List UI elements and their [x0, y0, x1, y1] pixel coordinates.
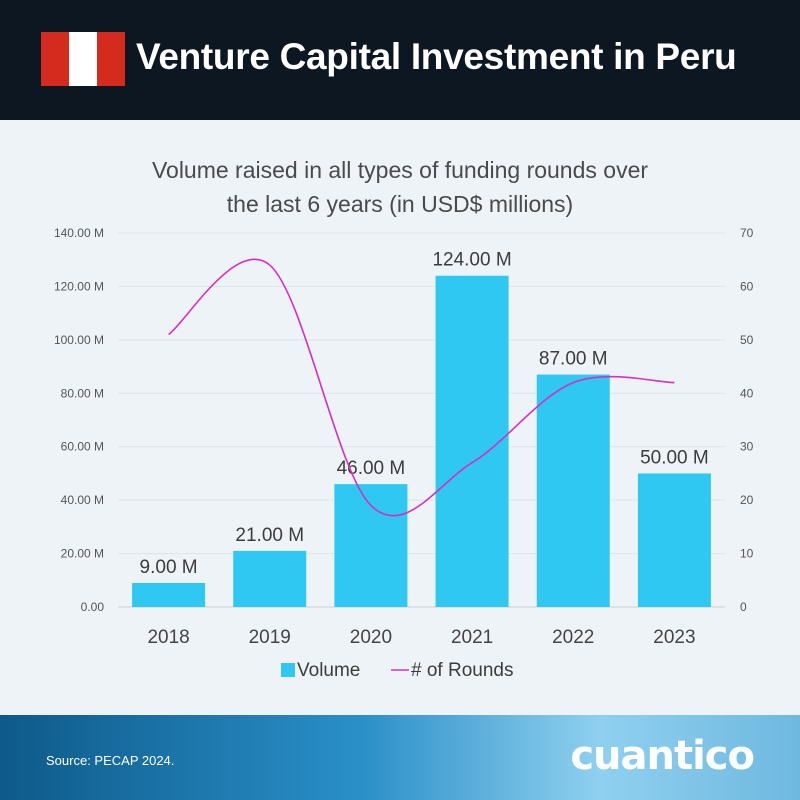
y-right-tick-label: 30 — [740, 440, 754, 454]
legend-label-volume: Volume — [297, 660, 360, 681]
rounds-line — [168, 258, 675, 517]
x-tick-label: 2023 — [653, 627, 695, 648]
y-left-tick-label: 120.00 M — [54, 279, 104, 293]
y-right-tick-label: 10 — [740, 547, 754, 561]
legend-label-rounds: # of Rounds — [411, 660, 513, 681]
y-left-tick-label: 20.00 M — [61, 547, 104, 561]
bar-data-label: 9.00 M — [140, 557, 198, 578]
y-right-tick-label: 20 — [740, 493, 754, 507]
x-tick-label: 2018 — [147, 627, 189, 648]
x-tick-label: 2019 — [249, 627, 291, 648]
x-tick-label: 2022 — [552, 627, 594, 648]
y-right-tick-label: 40 — [740, 386, 754, 400]
y-left-tick-label: 80.00 M — [61, 386, 104, 400]
footer-banner: Source: PECAP 2024. cuantico — [0, 715, 800, 800]
combo-chart: 0.00 20.00 M 40.00 M 60.00 M 80.00 M 100.00 M… — [54, 226, 754, 681]
y-right-tick-label: 0 — [740, 600, 747, 614]
bar — [334, 484, 408, 607]
y-right-tick-label: 50 — [740, 333, 754, 347]
legend-swatch-volume — [281, 663, 295, 677]
chart-title-line-1: Volume raised in all types of funding ro… — [151, 157, 649, 183]
y-left-tick-label: 60.00 M — [61, 440, 104, 454]
bar — [637, 473, 711, 607]
bar — [233, 550, 307, 607]
y-left-tick-label: 40.00 M — [61, 493, 104, 507]
y-right-tick-label: 70 — [740, 226, 754, 240]
x-tick-label: 2020 — [350, 627, 392, 648]
bar-data-label: 46.00 M — [337, 458, 406, 479]
y-left-tick-label: 140.00 M — [54, 226, 104, 240]
bar-data-label: 50.00 M — [640, 447, 709, 468]
chart-panel — [0, 120, 800, 715]
chart-title-line-2: the last 6 years (in USD$ millions) — [226, 191, 574, 217]
x-tick-label: 2021 — [451, 627, 493, 648]
peru-flag-icon — [41, 32, 125, 86]
chart-title: Volume raised in all types of funding ro… — [0, 153, 800, 221]
bar — [132, 582, 206, 607]
flag-stripe-right — [97, 32, 125, 86]
y-left-tick-label: 0.00 — [81, 600, 105, 614]
cuantico-logo: cuantico — [570, 733, 755, 779]
bar-data-label: 21.00 M — [235, 525, 304, 546]
bar-data-label: 87.00 M — [539, 349, 608, 370]
bar — [435, 275, 509, 607]
page-title: Venture Capital Investment in Peru — [136, 36, 737, 77]
flag-stripe-center — [69, 32, 97, 86]
y-right-tick-label: 60 — [740, 279, 754, 293]
header-banner: Venture Capital Investment in Peru — [0, 0, 800, 120]
source-note: Source: PECAP 2024. — [46, 753, 175, 768]
bar-data-label: 124.00 M — [432, 250, 511, 271]
y-left-tick-label: 100.00 M — [54, 333, 104, 347]
flag-stripe-left — [41, 32, 69, 86]
bar — [536, 374, 610, 607]
